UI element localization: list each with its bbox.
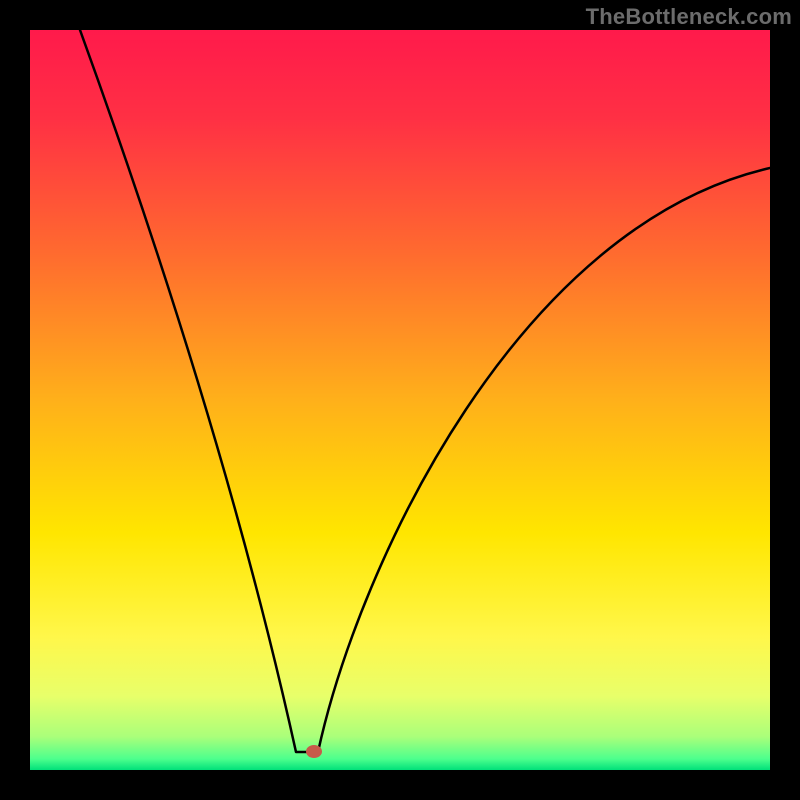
- chart-frame: TheBottleneck.com: [0, 0, 800, 800]
- optimal-point-marker: [306, 745, 322, 758]
- bottleneck-curve: [30, 30, 770, 770]
- curve-path: [80, 30, 770, 752]
- plot-area: [30, 30, 770, 770]
- watermark-text: TheBottleneck.com: [586, 4, 792, 30]
